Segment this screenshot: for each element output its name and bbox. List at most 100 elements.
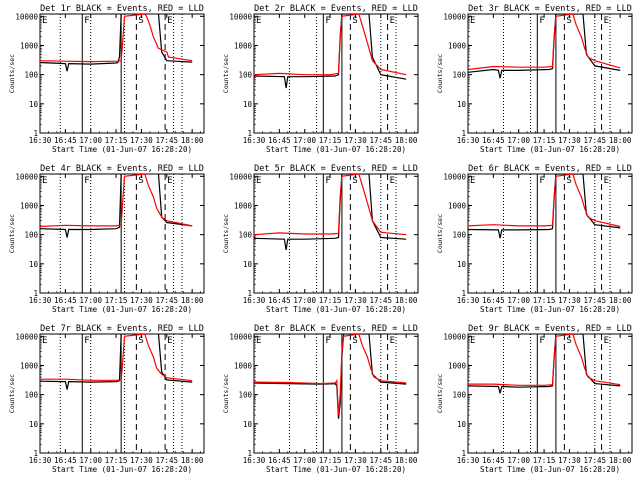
- y-axis-label: Counts/sec: [222, 54, 230, 93]
- x-tick-label: 16:45: [482, 136, 505, 145]
- y-tick-label: 10: [457, 260, 467, 269]
- x-tick-label: 17:30: [558, 136, 581, 145]
- x-tick-label: 17:15: [319, 456, 342, 465]
- chart-title: Det 8r BLACK = Events, RED = LLD: [254, 324, 418, 334]
- x-tick-label: 17:30: [558, 456, 581, 465]
- y-tick-label: 1: [461, 129, 466, 138]
- x-tick-label: 17:00: [293, 456, 316, 465]
- phase-marker: E: [167, 16, 172, 26]
- chart-panel-8: Det 8r BLACK = Events, RED = LLD 1 10 100 10…: [222, 324, 419, 474]
- y-tick-label: 100: [238, 71, 252, 80]
- y-tick-label: 100: [452, 391, 466, 400]
- y-tick-label: 100: [238, 231, 252, 240]
- x-tick-label: 16:45: [482, 296, 505, 305]
- y-tick-label: 1: [247, 449, 252, 458]
- x-tick-label: 17:45: [156, 296, 179, 305]
- chart-title: Det 7r BLACK = Events, RED = LLD: [40, 324, 204, 334]
- y-tick-label: 1: [247, 129, 252, 138]
- chart-panel-9: Det 9r BLACK = Events, RED = LLD 1 10 100 10…: [436, 324, 633, 474]
- x-tick-label: 16:30: [243, 136, 266, 145]
- y-axis-label: Counts/sec: [222, 374, 230, 413]
- phase-marker: S: [566, 336, 571, 346]
- x-axis-label: Start Time (01-Jun-07 16:28:20): [266, 305, 406, 314]
- y-tick-label: 1000: [20, 361, 39, 370]
- x-tick-label: 16:30: [29, 456, 52, 465]
- x-tick-label: 17:00: [293, 136, 316, 145]
- series-line-events: [468, 14, 621, 79]
- x-tick-label: 17:45: [370, 136, 393, 145]
- x-tick-label: 17:00: [79, 136, 102, 145]
- phase-marker: E: [470, 336, 475, 346]
- y-tick-label: 10: [29, 260, 39, 269]
- chart-title: Det 3r BLACK = Events, RED = LLD: [468, 4, 632, 14]
- y-tick-label: 1: [247, 289, 252, 298]
- x-tick-label: 16:45: [268, 296, 291, 305]
- x-tick-label: 17:00: [507, 136, 530, 145]
- y-tick-label: 10000: [229, 332, 252, 341]
- y-tick-label: 10000: [443, 12, 466, 21]
- y-tick-label: 10: [243, 100, 253, 109]
- x-tick-label: 17:45: [156, 456, 179, 465]
- x-tick-label: 17:00: [293, 296, 316, 305]
- x-tick-label: 17:15: [533, 456, 556, 465]
- phase-marker: S: [138, 336, 143, 346]
- x-tick-label: 18:00: [181, 296, 204, 305]
- x-tick-label: 16:45: [268, 136, 291, 145]
- y-tick-label: 10000: [15, 332, 38, 341]
- y-tick-label: 10: [29, 100, 39, 109]
- y-tick-label: 10000: [229, 12, 252, 21]
- x-tick-label: 18:00: [609, 136, 632, 145]
- phase-marker: F: [539, 16, 544, 26]
- phase-marker: E: [167, 176, 172, 186]
- y-tick-label: 100: [238, 391, 252, 400]
- x-tick-label: 16:45: [54, 456, 77, 465]
- series-line-lld: [254, 334, 407, 416]
- y-tick-label: 1000: [448, 201, 467, 210]
- y-axis-label: Counts/sec: [8, 54, 16, 93]
- series-line-lld: [40, 14, 193, 63]
- y-tick-label: 10000: [443, 332, 466, 341]
- y-axis-label: Counts/sec: [436, 374, 444, 413]
- x-tick-label: 17:45: [584, 456, 607, 465]
- x-tick-label: 18:00: [395, 456, 418, 465]
- y-tick-label: 100: [24, 231, 38, 240]
- x-axis-label: Start Time (01-Jun-07 16:28:20): [52, 145, 192, 154]
- y-tick-label: 100: [24, 391, 38, 400]
- y-tick-label: 10000: [229, 172, 252, 181]
- x-axis-label: Start Time (01-Jun-07 16:28:20): [266, 145, 406, 154]
- y-tick-label: 1000: [20, 201, 39, 210]
- series-line-lld: [468, 334, 621, 386]
- phase-marker: F: [325, 16, 330, 26]
- x-axis-label: Start Time (01-Jun-07 16:28:20): [480, 145, 620, 154]
- y-tick-label: 10000: [15, 172, 38, 181]
- plot-frame: [467, 13, 633, 134]
- x-tick-label: 18:00: [609, 296, 632, 305]
- y-tick-label: 1000: [234, 41, 253, 50]
- chart-title: Det 9r BLACK = Events, RED = LLD: [468, 324, 632, 334]
- x-tick-label: 17:15: [105, 136, 128, 145]
- series-line-events: [40, 334, 193, 390]
- chart-panel-7: Det 7r BLACK = Events, RED = LLD 1 10 100 10…: [8, 324, 205, 474]
- chart-title: Det 5r BLACK = Events, RED = LLD: [254, 164, 418, 174]
- x-axis-label: Start Time (01-Jun-07 16:28:20): [480, 465, 620, 474]
- phase-marker: F: [84, 336, 89, 346]
- x-tick-label: 17:30: [130, 136, 153, 145]
- phase-marker: E: [167, 336, 172, 346]
- chart-title: Det 4r BLACK = Events, RED = LLD: [40, 164, 204, 174]
- y-tick-label: 100: [452, 231, 466, 240]
- series-line-lld: [468, 174, 621, 228]
- x-tick-label: 16:30: [243, 296, 266, 305]
- phase-marker: S: [566, 16, 571, 26]
- phase-marker: E: [470, 176, 475, 186]
- series-line-lld: [40, 174, 193, 228]
- x-axis-label: Start Time (01-Jun-07 16:28:20): [266, 465, 406, 474]
- plot-frame: [39, 173, 205, 294]
- x-tick-label: 17:00: [507, 296, 530, 305]
- y-tick-label: 10: [457, 100, 467, 109]
- x-tick-label: 16:30: [457, 296, 480, 305]
- y-tick-label: 10: [243, 260, 253, 269]
- plot-frame: [253, 173, 419, 294]
- x-tick-label: 17:30: [130, 456, 153, 465]
- phase-marker: E: [390, 176, 395, 186]
- x-tick-label: 16:45: [54, 136, 77, 145]
